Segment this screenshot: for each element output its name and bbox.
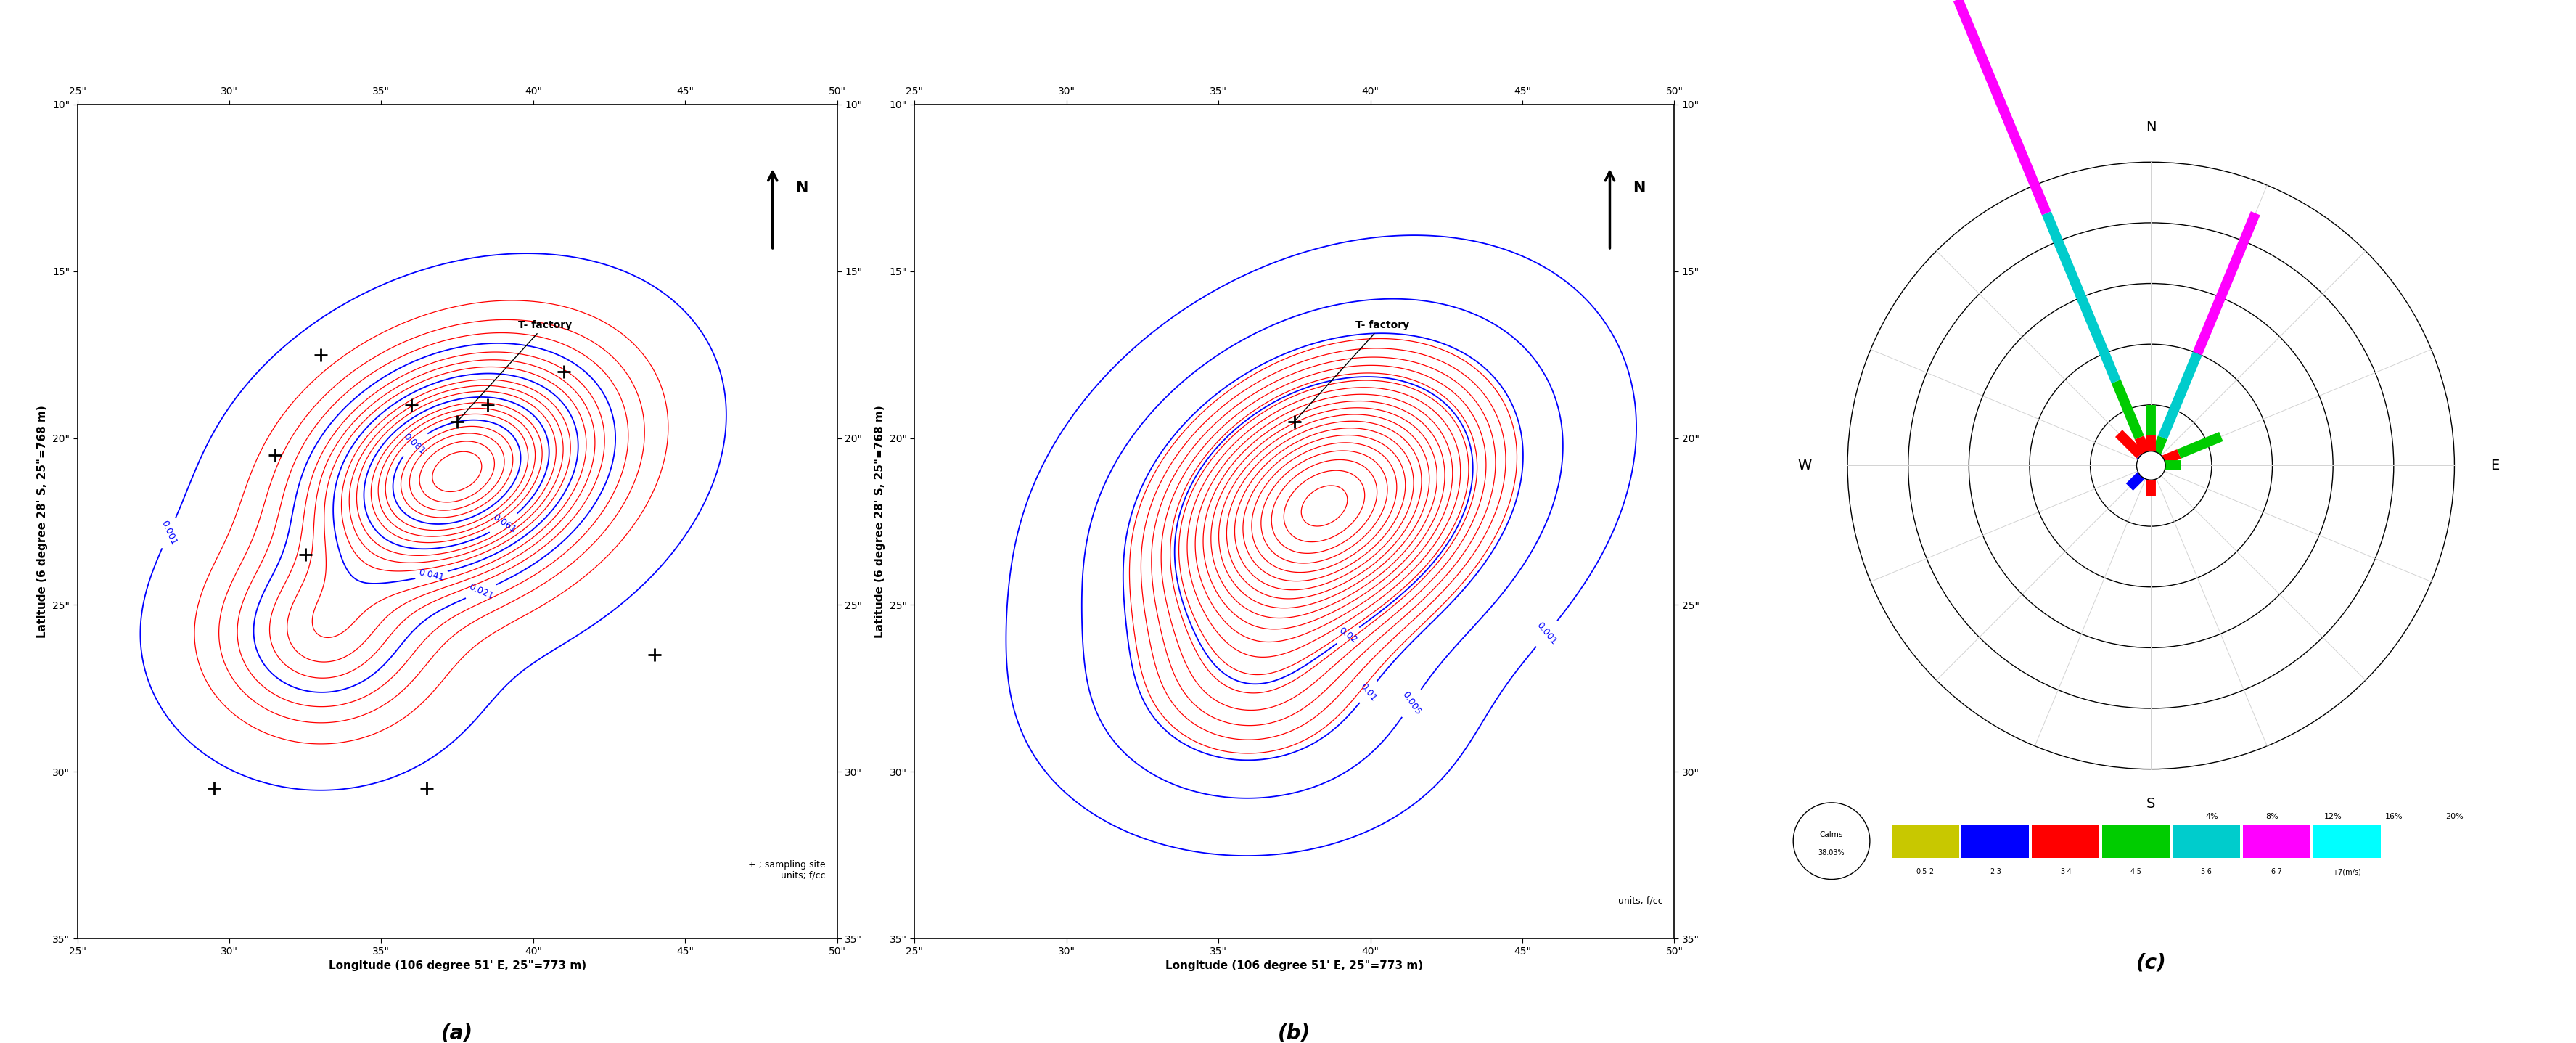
- FancyBboxPatch shape: [2102, 824, 2169, 857]
- Text: 0.5-2: 0.5-2: [1917, 868, 1935, 875]
- Text: 4%: 4%: [2205, 814, 2218, 820]
- Text: Calms: Calms: [1819, 831, 1844, 839]
- Text: +7(m/s): +7(m/s): [2331, 868, 2362, 875]
- Text: W: W: [1798, 459, 1811, 472]
- Text: 0.01: 0.01: [1358, 681, 1378, 703]
- Text: S: S: [2146, 797, 2156, 810]
- FancyBboxPatch shape: [2244, 824, 2311, 857]
- Text: 6-7: 6-7: [2272, 868, 2282, 875]
- Y-axis label: Latitude (6 degree 28' S, 25"=768 m): Latitude (6 degree 28' S, 25"=768 m): [873, 405, 886, 638]
- Text: N: N: [2146, 120, 2156, 135]
- Text: N: N: [1633, 180, 1646, 195]
- Text: 0.041: 0.041: [417, 567, 446, 583]
- Text: 8%: 8%: [2267, 814, 2280, 820]
- FancyBboxPatch shape: [1963, 824, 2030, 857]
- Text: 5-6: 5-6: [2200, 868, 2213, 875]
- Text: (b): (b): [1278, 1023, 1311, 1043]
- Text: 3-4: 3-4: [2061, 868, 2071, 875]
- Text: 12%: 12%: [2324, 814, 2342, 820]
- Text: T- factory: T- factory: [459, 320, 572, 420]
- Text: 0.081: 0.081: [402, 432, 428, 456]
- FancyBboxPatch shape: [2172, 824, 2241, 857]
- Text: 0.021: 0.021: [466, 582, 495, 601]
- Text: 38.03%: 38.03%: [1819, 849, 1844, 856]
- Y-axis label: Latitude (6 degree 28' S, 25"=768 m): Latitude (6 degree 28' S, 25"=768 m): [36, 405, 49, 638]
- X-axis label: Longitude (106 degree 51' E, 25"=773 m): Longitude (106 degree 51' E, 25"=773 m): [1164, 961, 1425, 971]
- Text: N: N: [796, 180, 809, 195]
- Circle shape: [2136, 452, 2166, 480]
- Text: 0.001: 0.001: [1535, 621, 1558, 647]
- FancyBboxPatch shape: [2313, 824, 2380, 857]
- Text: T- factory: T- factory: [1296, 320, 1409, 420]
- Text: 0.001: 0.001: [160, 519, 178, 547]
- Text: (c): (c): [2136, 953, 2166, 973]
- X-axis label: Longitude (106 degree 51' E, 25"=773 m): Longitude (106 degree 51' E, 25"=773 m): [327, 961, 587, 971]
- Text: + ; sampling site
units; f/cc: + ; sampling site units; f/cc: [750, 860, 827, 880]
- Text: 0.02: 0.02: [1337, 626, 1360, 646]
- Text: 2-3: 2-3: [1989, 868, 2002, 875]
- Text: 20%: 20%: [2445, 814, 2463, 820]
- FancyBboxPatch shape: [1891, 824, 1958, 857]
- FancyBboxPatch shape: [2032, 824, 2099, 857]
- Text: 0.005: 0.005: [1401, 689, 1422, 717]
- Text: units; f/cc: units; f/cc: [1618, 896, 1664, 905]
- Text: (a): (a): [440, 1023, 474, 1043]
- Text: 16%: 16%: [2385, 814, 2403, 820]
- Text: 4-5: 4-5: [2130, 868, 2141, 875]
- Text: E: E: [2491, 459, 2499, 472]
- Text: 0.061: 0.061: [489, 512, 518, 535]
